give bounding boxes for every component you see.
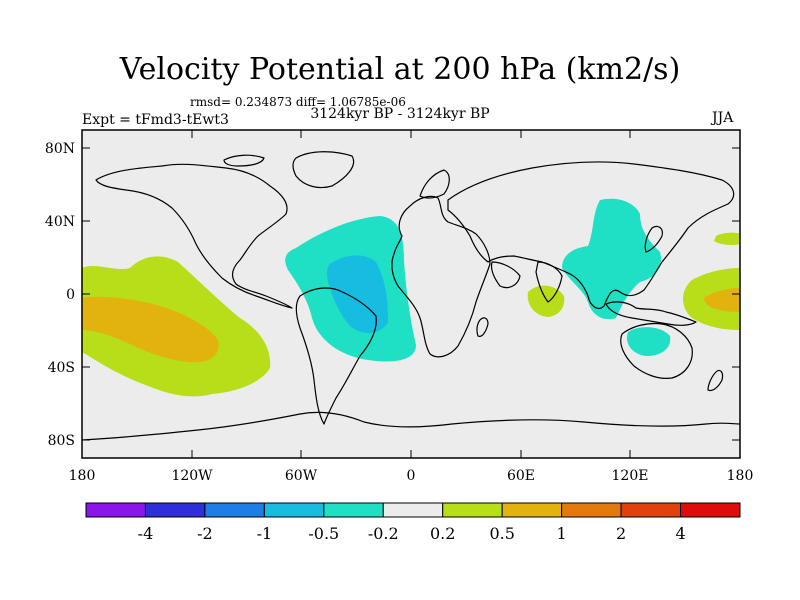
madagascar-coastline (476, 317, 489, 337)
scandinavia-coastline (419, 169, 450, 199)
season-label: JJA (712, 110, 734, 126)
antarctica-coastline (81, 411, 741, 441)
colorbar-swatch (501, 502, 563, 518)
colorbar-swatch (144, 502, 206, 518)
lat-label-80s: 80S (48, 433, 75, 449)
north-pacific-positive-region (714, 232, 740, 245)
colorbar-label: -0.5 (308, 524, 339, 543)
indonesia-coastline (605, 301, 697, 326)
canadian-archipelago-coastline (223, 154, 265, 167)
latitude-axis (82, 147, 740, 441)
east-pacific-strong-region (82, 296, 219, 363)
colorbar-swatch (263, 502, 325, 518)
colorbar-label: 4 (675, 524, 685, 543)
rmsd-diff-stats: rmsd= 0.234873 diff= 1.06785e-06 (190, 95, 406, 109)
colorbar-swatch (561, 502, 622, 518)
australia-negative-region (626, 327, 671, 356)
lon-label-120e: 120E (612, 468, 649, 484)
lat-label-40n: 40N (45, 214, 75, 230)
colorbar-label: 0.5 (489, 524, 514, 543)
west-pacific-strong-region (704, 288, 740, 312)
longitude-axis (81, 130, 741, 458)
colorbar-label: -4 (138, 524, 154, 543)
colorbar-swatch (680, 502, 741, 518)
colorbar-label: 0.2 (430, 524, 455, 543)
lat-label-40s: 40S (48, 360, 75, 376)
australia-coastline (620, 322, 693, 379)
new-zealand-coastline (707, 369, 724, 392)
south-america-coastline (295, 287, 377, 425)
colorbar-label: 2 (616, 524, 626, 543)
arabia-coastline (490, 261, 521, 289)
colorbar-swatch (323, 502, 384, 518)
atlantic-strong-negative-region (326, 255, 388, 334)
lon-label-60w: 60W (285, 468, 318, 484)
lat-label-80n: 80N (45, 141, 75, 157)
colorbar: -4 -2 -1 -0.5 -0.2 0.2 0.5 1 2 4 (85, 502, 741, 543)
colorbar-swatch (382, 502, 444, 518)
colorbar-swatch (204, 502, 265, 518)
lat-label-eq: 0 (66, 287, 75, 303)
colorbar-label: 1 (557, 524, 567, 543)
colorbar-swatch (442, 502, 503, 518)
india-coastline (535, 261, 563, 303)
map-title: Velocity Potential at 200 hPa (km2/s) (119, 52, 681, 87)
latitude-labels: 80N 40N 0 40S 80S (45, 141, 75, 449)
coastlines (81, 151, 741, 441)
anomaly-fields (82, 198, 740, 397)
lon-label-60e: 60E (507, 468, 535, 484)
colorbar-label: -1 (257, 524, 273, 543)
greenland-coastline (292, 151, 355, 189)
lon-label-180e: 180 (727, 468, 754, 484)
japan-coastline (644, 225, 663, 253)
colorbar-swatch (85, 502, 146, 518)
lon-label-0: 0 (407, 468, 416, 484)
asia-negative-region (562, 198, 662, 320)
colorbar-label: -2 (197, 524, 213, 543)
time-subtitle: 3124kyr BP - 3124kyr BP (310, 106, 490, 122)
lon-label-120w: 120W (171, 468, 213, 484)
north-america-coastline (95, 163, 293, 309)
europe-africa-coastline (391, 195, 491, 358)
longitude-labels: 180 120W 60W 0 60E 120E 180 (69, 468, 754, 484)
experiment-label: Expt = tFmd3-tEwt3 (82, 112, 229, 128)
colorbar-swatch (620, 502, 682, 518)
asia-coastline (447, 161, 735, 309)
lon-label-180w: 180 (69, 468, 96, 484)
colorbar-label: -0.2 (368, 524, 399, 543)
